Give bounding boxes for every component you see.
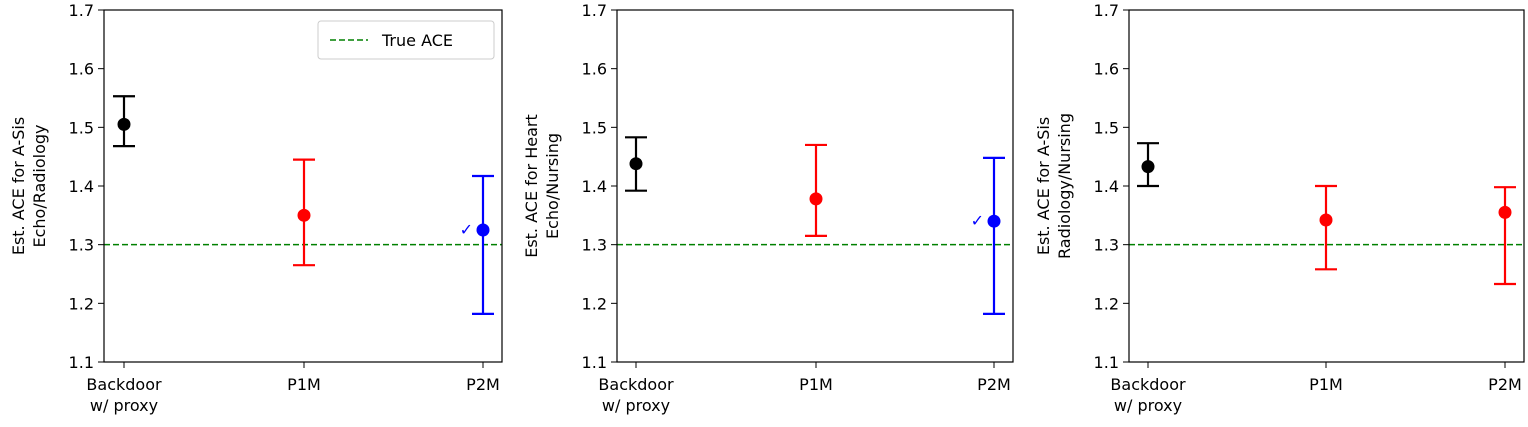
errorbar-point: [293, 158, 315, 267]
errorbar-point: [1315, 184, 1337, 271]
x-tick-label: P1M: [287, 375, 321, 394]
y-axis-label: Echo/Radiology: [30, 124, 49, 247]
y-tick-label: 1.5: [1094, 118, 1119, 137]
panel-2: 1.1 1.2 1.3 1.4 1.5 1.6 1.7 Backdoor w/ proxy P1M…: [522, 1, 1014, 415]
legend-box: [317, 20, 495, 60]
y-tick-label: 1.2: [69, 294, 94, 313]
errorbar-point: [1494, 186, 1516, 286]
errorbar-point: ✓: [971, 156, 1005, 315]
y-tick-label: 1.6: [1094, 60, 1119, 79]
check-mark: ✓: [460, 220, 473, 239]
y-tick-label: 1.1: [582, 353, 607, 372]
axes-frame: [616, 9, 1014, 363]
x-tick-label: w/ proxy: [90, 396, 158, 415]
x-tick-label: Backdoor: [86, 375, 162, 394]
y-tick-label: 1.3: [1094, 236, 1119, 255]
y-tick-label: 1.2: [582, 294, 607, 313]
x-tick-label: Backdoor: [598, 375, 674, 394]
y-axis-label: Radiology/Nursing: [1055, 113, 1074, 259]
legend-label: True ACE: [381, 31, 453, 50]
x-tick-label: P2M: [466, 375, 500, 394]
y-tick-label: 1.6: [69, 60, 94, 79]
axes-frame: [1128, 9, 1525, 363]
x-tick-label: P2M: [1488, 375, 1522, 394]
y-tick-label: 1.7: [1094, 1, 1119, 20]
point-estimate: [987, 214, 1001, 228]
check-mark: ✓: [971, 211, 984, 230]
errorbar-point: [113, 95, 135, 148]
x-tick-label: w/ proxy: [602, 396, 670, 415]
panel-1: 1.1 1.2 1.3 1.4 1.5 1.6 1.7 Backdoor w/ proxy P1M…: [9, 1, 503, 415]
y-tick-label: 1.7: [69, 1, 94, 20]
panel-3: 1.1 1.2 1.3 1.4 1.5 1.6 1.7 Backdoor w/ proxy P1M…: [1034, 1, 1525, 415]
point-estimate: [1141, 160, 1155, 174]
y-axis-label: Est. ACE for A-Sis: [9, 117, 28, 255]
y-axis-label: Est. ACE for Heart: [522, 114, 541, 258]
y-tick-label: 1.4: [582, 177, 607, 196]
axes-frame: [103, 9, 503, 363]
y-tick-label: 1.3: [69, 236, 94, 255]
y-tick-label: 1.4: [69, 177, 94, 196]
y-tick-label: 1.3: [582, 236, 607, 255]
errorbar-point: [805, 143, 827, 237]
y-tick-label: 1.6: [582, 60, 607, 79]
x-tick-label: Backdoor: [1110, 375, 1186, 394]
y-tick-label: 1.2: [1094, 294, 1119, 313]
point-estimate: [1319, 213, 1333, 227]
errorbar-point: ✓: [460, 174, 494, 315]
legend: True ACE: [317, 20, 495, 60]
y-tick-label: 1.5: [582, 118, 607, 137]
errorbar-point: [625, 136, 647, 192]
x-tick-label: P1M: [1309, 375, 1343, 394]
x-tick-label: P2M: [977, 375, 1011, 394]
y-tick-label: 1.1: [1094, 353, 1119, 372]
y-tick-label: 1.7: [582, 1, 607, 20]
x-tick-label: w/ proxy: [1114, 396, 1182, 415]
x-tick-label: P1M: [799, 375, 833, 394]
point-estimate: [476, 223, 490, 237]
y-tick-label: 1.5: [69, 118, 94, 137]
point-estimate: [297, 208, 311, 222]
y-axis-label: Est. ACE for A-Sis: [1034, 117, 1053, 255]
errorbar-point: [1137, 142, 1159, 188]
y-tick-label: 1.1: [69, 353, 94, 372]
point-estimate: [629, 157, 643, 171]
point-estimate: [1498, 205, 1512, 219]
y-axis-label: Echo/Nursing: [543, 133, 562, 239]
y-tick-label: 1.4: [1094, 177, 1119, 196]
point-estimate: [117, 117, 131, 131]
point-estimate: [809, 192, 823, 206]
